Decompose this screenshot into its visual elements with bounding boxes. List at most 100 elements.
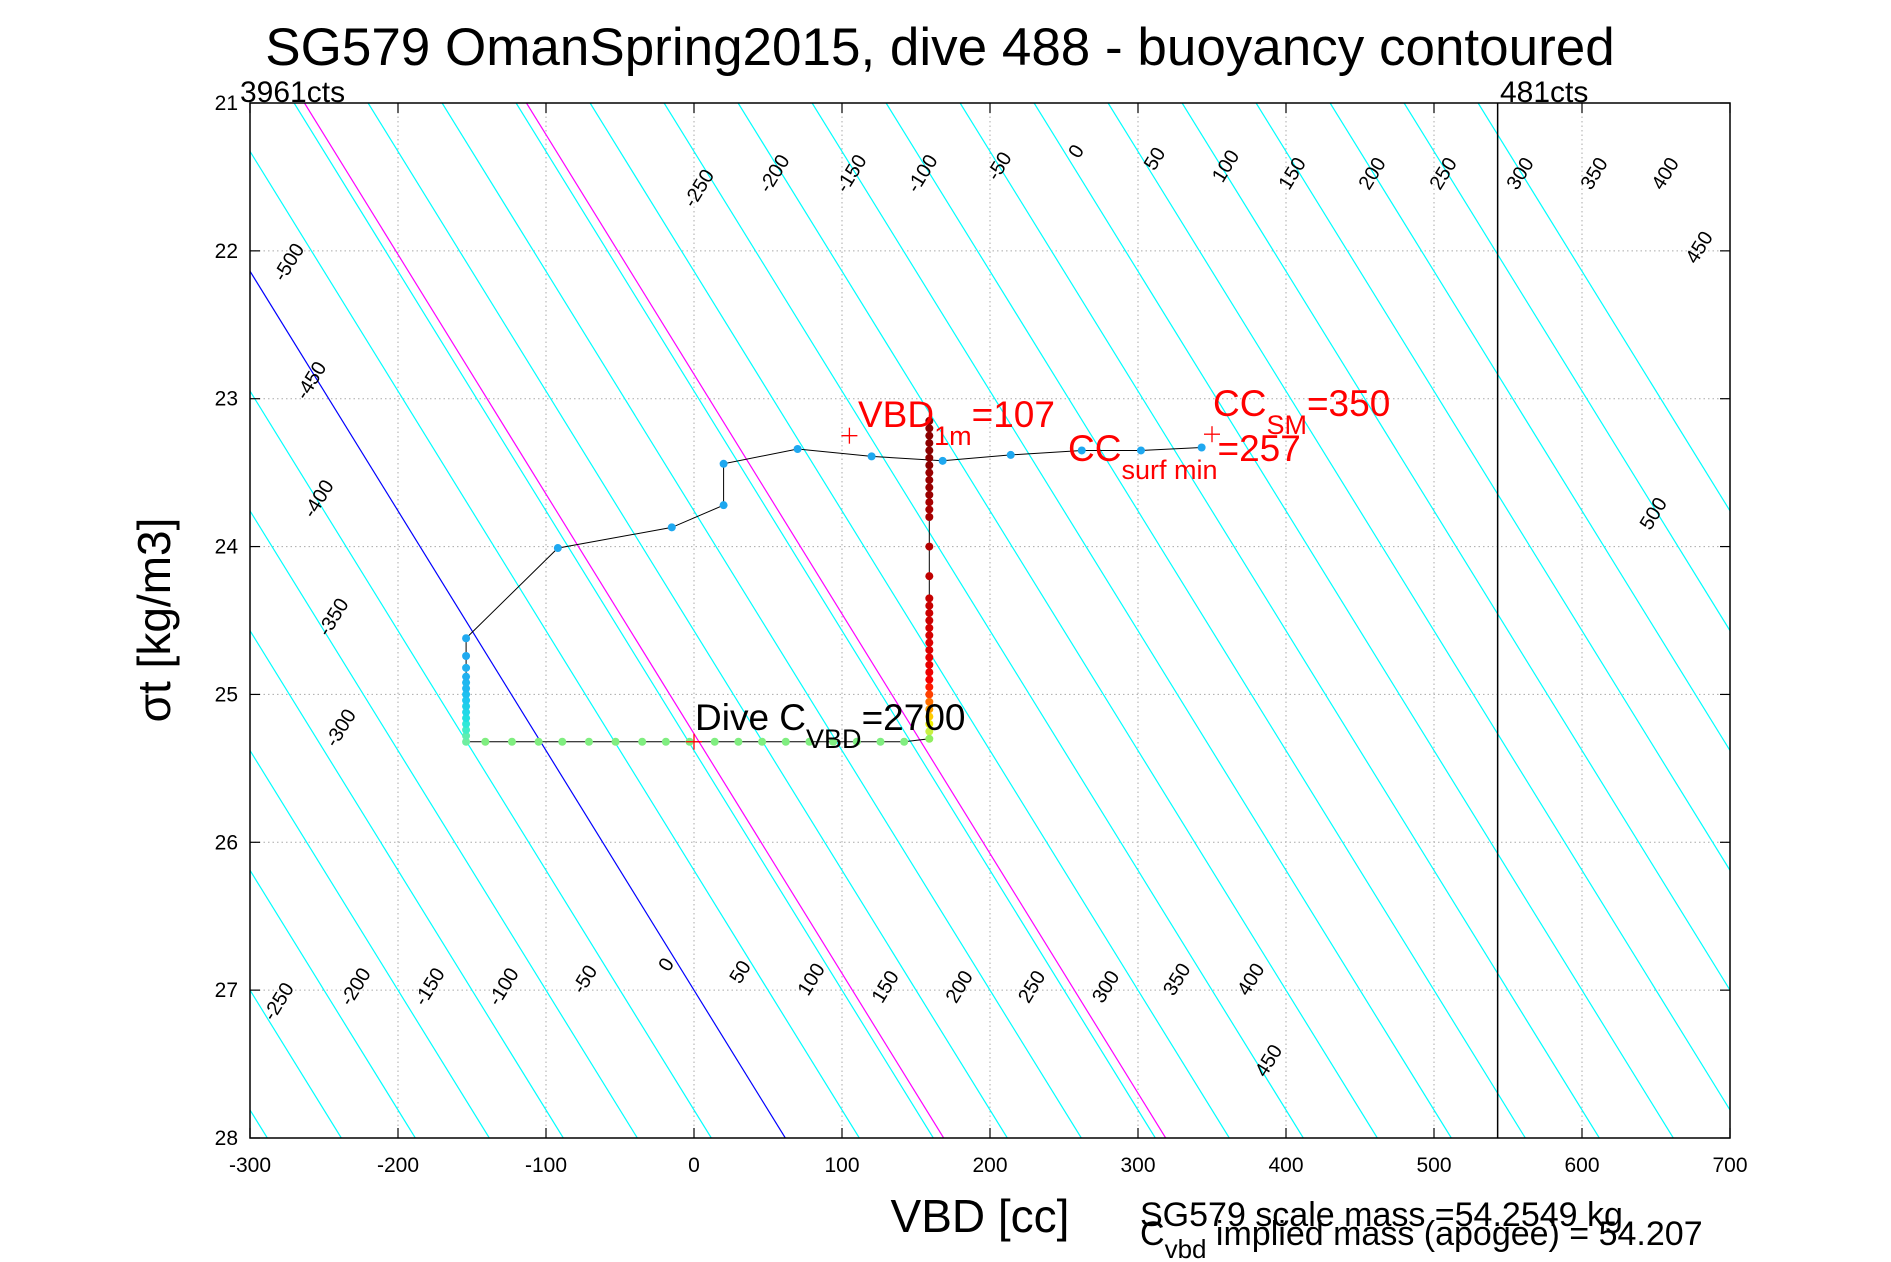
buoyancy-contour (1181, 103, 1730, 992)
annotation-cc-surf-min: CCsurf min=257 (1068, 428, 1301, 485)
profile-point (805, 737, 814, 746)
annotation-cc-surf-min-sub: surf min (1121, 455, 1217, 485)
buoyancy-contour (441, 103, 1082, 1138)
profile-point (925, 660, 934, 669)
contour-label: -350 (314, 595, 354, 641)
y-tick-label: 28 (215, 1127, 238, 1150)
buoyancy-contour (250, 509, 638, 1138)
contour-label: 300 (1088, 967, 1124, 1007)
profile-point (925, 461, 934, 470)
grid-lines (250, 103, 1730, 1138)
profile-point (925, 446, 934, 455)
profile-point (462, 651, 471, 660)
x-tick-label: -200 (377, 1154, 419, 1177)
y-tick-label: 21 (215, 92, 238, 115)
contour-labels: -500-450-400-350-300-250 -200 -150 -100 -50 0… (259, 141, 1718, 1081)
profile-point (900, 737, 909, 746)
x-tick-label: 700 (1712, 1154, 1747, 1177)
buoyancy-contour (1403, 103, 1730, 632)
buoyancy-contour (293, 103, 934, 1138)
buoyancy-contour (811, 103, 1452, 1138)
profile-point (558, 737, 567, 746)
axis-ticks: -300 -200 -100 0 100 200 300 400 500 600 700212223… (215, 92, 1748, 1177)
y-tick-label: 24 (215, 536, 239, 559)
profile-point (925, 690, 934, 699)
profile-point (507, 737, 516, 746)
annotation-vbd-1m-value: =107 (972, 394, 1055, 435)
contour-label: 450 (1682, 228, 1718, 268)
contour-label: 200 (942, 967, 978, 1007)
dive-profile (462, 416, 1206, 746)
corner-label-left: 3961cts (240, 76, 345, 109)
profile-point (925, 439, 934, 448)
profile-point (925, 616, 934, 625)
profile-point (719, 501, 728, 510)
profile-point (925, 675, 934, 684)
buoyancy-contour (959, 103, 1600, 1138)
buoyancy-contour (250, 389, 712, 1138)
contour-label: 150 (1275, 154, 1311, 194)
contour-label: -200 (336, 964, 376, 1010)
profile-point (719, 459, 728, 468)
profile-point (925, 683, 934, 692)
contour-label: -150 (410, 964, 450, 1010)
plus-markers (686, 426, 1220, 750)
profile-point (462, 731, 471, 740)
profile-point (1136, 446, 1145, 455)
profile-point (925, 594, 934, 603)
annotation-vbd-1m-sub: 1m (934, 421, 972, 451)
profile-point (534, 737, 543, 746)
buoyancy-contour (367, 103, 1008, 1138)
chart-title: SG579 OmanSpring2015, dive 488 - buoyanc… (265, 18, 1614, 77)
x-tick-label: 300 (1120, 1154, 1155, 1177)
footer-implied-sub: vbd (1165, 1234, 1207, 1262)
profile-point (925, 490, 934, 499)
contour-label: -250 (679, 166, 719, 212)
annotation-cc-surf-min-value: =257 (1217, 428, 1300, 469)
y-tick-label: 22 (215, 240, 238, 263)
profile-point (876, 737, 885, 746)
profile-point (611, 737, 620, 746)
profile-point (829, 737, 838, 746)
profile-point (925, 513, 934, 521)
profile-line (465, 420, 1202, 743)
profile-point (462, 672, 471, 681)
profile-point (758, 737, 767, 746)
contour-label: -100 (484, 964, 524, 1010)
footer-scale-mass: SG579 scale mass =54.2549 kg (1140, 1196, 1623, 1234)
contour-label: 450 (1251, 1041, 1287, 1081)
x-tick-label: 600 (1564, 1154, 1599, 1177)
buoyancy-contour (515, 103, 1156, 1138)
contour-label: 100 (794, 960, 830, 1000)
profile-point (925, 601, 934, 610)
contour-label: -50 (983, 148, 1017, 184)
profile-point (925, 734, 934, 743)
profile-point (1077, 446, 1086, 455)
profile-point (1006, 450, 1015, 459)
footer-implied-mass: Cvbd implied mass (apogee) = 54.207 (1140, 1215, 1703, 1262)
contour-label: 50 (1140, 144, 1170, 174)
contour-label: 400 (1233, 960, 1269, 1000)
profile-point (925, 453, 934, 462)
contour-label: -500 (269, 240, 309, 286)
buoyancy-contour (663, 103, 1304, 1138)
contour-label: 200 (1355, 154, 1391, 194)
profile-point (638, 737, 647, 746)
marker-vbd-1m (841, 427, 858, 444)
contour-label: 400 (1648, 154, 1684, 194)
buoyancy-contour (0, 103, 45, 1138)
annotation-dive-cvbd-main: Dive C (695, 697, 806, 738)
profile-point (925, 631, 934, 640)
annotation-dive-cvbd-sub: VBD (806, 724, 862, 754)
x-tick-label: 0 (688, 1154, 700, 1177)
annotation-cc-sm-sub: SM (1266, 410, 1307, 440)
profile-point (734, 737, 743, 746)
y-axis-label: σt [kg/m3] (128, 518, 180, 723)
buoyancy-contour (1107, 103, 1730, 1112)
buoyancy-contour (1255, 103, 1730, 872)
profile-point (462, 708, 471, 717)
profile-point (781, 737, 790, 746)
annotation-vbd-1m-main: VBD (858, 394, 934, 435)
profile-point (925, 668, 934, 677)
